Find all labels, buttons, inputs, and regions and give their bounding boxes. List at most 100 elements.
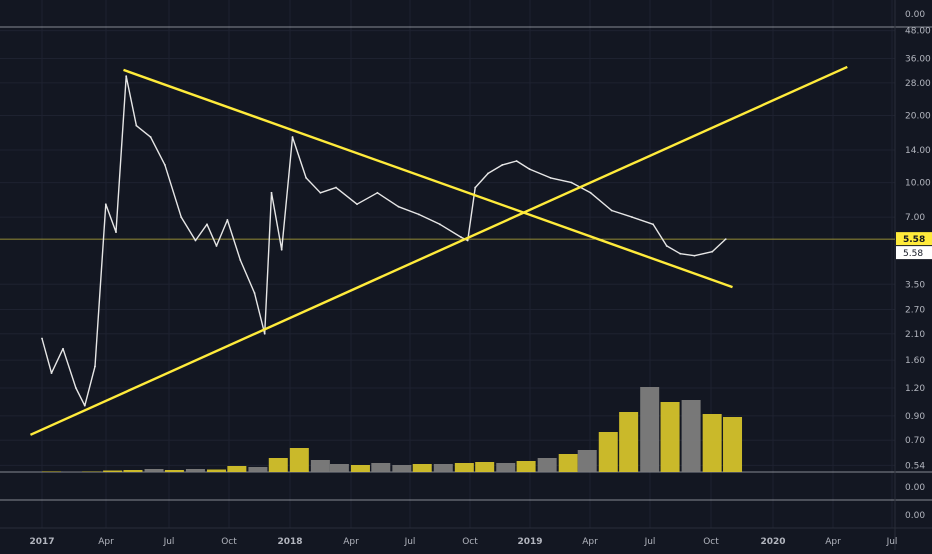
price-series (41, 75, 727, 406)
volume-bar (330, 464, 349, 472)
volume-bar (290, 448, 309, 472)
sub-pane-label: 0.00 (905, 511, 925, 521)
price-point (164, 164, 166, 166)
price-point (75, 387, 77, 389)
price-point (460, 236, 462, 238)
price-axis-label: 1.20 (905, 384, 925, 394)
price-point (590, 192, 592, 194)
price-point (418, 214, 420, 216)
volume-bar (559, 454, 578, 472)
volume-bar (145, 469, 164, 472)
volume-bar (392, 465, 411, 472)
price-point (94, 365, 96, 367)
price-axis-label: 0.90 (905, 412, 925, 422)
volume-bar (517, 461, 536, 472)
volume-bar (619, 412, 638, 472)
price-axis-label: 28.00 (905, 79, 931, 89)
price-point (115, 231, 117, 233)
price-point (292, 136, 294, 138)
price-point (335, 187, 337, 189)
price-axis-label: 20.00 (905, 111, 931, 121)
price-point (180, 216, 182, 218)
price-point (239, 259, 241, 261)
volume-bar (103, 471, 122, 473)
price-axis-label: 48.00 (905, 27, 931, 37)
price-axis-top-label: 0.00 (905, 10, 925, 20)
volume-bar (640, 387, 659, 472)
price-line (42, 76, 726, 406)
volume-bar (207, 470, 226, 473)
price-point (226, 219, 228, 221)
price-point (666, 245, 668, 247)
price-point (62, 348, 64, 350)
price-point (206, 223, 208, 225)
price-point (125, 75, 127, 77)
time-axis-label: Oct (221, 537, 237, 547)
price-point (631, 216, 633, 218)
price-axis-label: 3.50 (905, 280, 925, 290)
volume-bar (371, 463, 390, 472)
last-price-label-2: 5.58 (903, 249, 923, 259)
price-point (571, 182, 573, 184)
volume-bar (599, 432, 618, 472)
price-point (41, 338, 43, 340)
time-axis-label: Jul (886, 537, 898, 547)
volume-bar (227, 466, 246, 472)
volume-bar (434, 464, 453, 472)
time-axis-label: 2018 (277, 537, 302, 547)
volume-bar (123, 470, 142, 472)
sub-pane-label: 0.00 (905, 483, 925, 493)
price-point (216, 245, 218, 247)
price-point (439, 223, 441, 225)
price-point (725, 238, 727, 240)
volume-bar (165, 470, 184, 472)
volume-bar (538, 458, 557, 472)
price-axis-label: 2.70 (905, 305, 925, 315)
time-axis-label: Oct (462, 537, 478, 547)
price-point (84, 405, 86, 407)
volume-bar (455, 463, 474, 472)
volume-bar (578, 450, 597, 472)
volume-bar (351, 465, 370, 472)
time-axis-label: Oct (703, 537, 719, 547)
price-axis-label: 0.70 (905, 436, 925, 446)
time-axis-label: Apr (825, 537, 841, 547)
volume-bar (248, 467, 267, 472)
price-point (264, 333, 266, 335)
volume-bar (682, 400, 701, 472)
volume-bar (723, 417, 742, 472)
price-point (679, 253, 681, 255)
volume-bar (661, 402, 680, 472)
price-point (319, 192, 321, 194)
price-point (271, 192, 273, 194)
price-axis-label: 36.00 (905, 55, 931, 65)
price-point (356, 203, 358, 205)
trendlines[interactable] (30, 67, 847, 435)
price-point (487, 172, 489, 174)
volume-bar (311, 460, 330, 472)
price-point (195, 240, 197, 242)
time-axis-label: Jul (404, 537, 416, 547)
price-point (694, 255, 696, 257)
price-point (305, 177, 307, 179)
volume-bars (42, 387, 742, 472)
volume-bar (269, 458, 288, 472)
price-axis-label: 0.54 (905, 461, 925, 471)
price-axis-label: 7.00 (905, 213, 925, 223)
price-point (711, 251, 713, 253)
price-axis-label: 14.00 (905, 146, 931, 156)
price-point (501, 164, 503, 166)
price-point (377, 192, 379, 194)
volume-bar (186, 469, 205, 472)
price-point (474, 187, 476, 189)
price-point (611, 210, 613, 212)
price-point (652, 223, 654, 225)
price-axis-label: 10.00 (905, 179, 931, 189)
price-point (150, 136, 152, 138)
price-point (51, 372, 53, 374)
time-axis-label: Apr (343, 537, 359, 547)
trendline-1 (30, 67, 847, 435)
price-point (398, 206, 400, 208)
